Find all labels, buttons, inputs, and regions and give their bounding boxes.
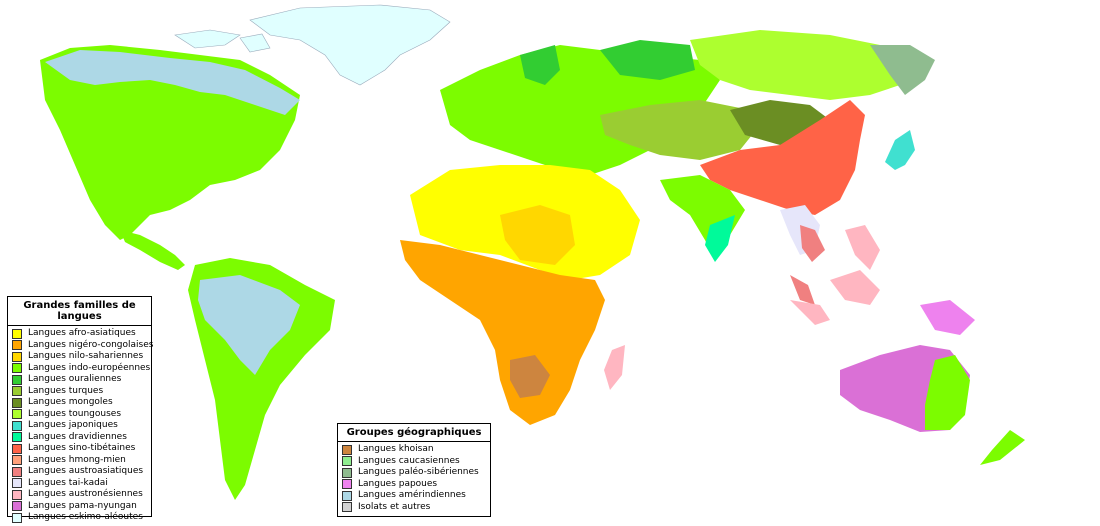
- region-austroasiatic: [790, 225, 825, 305]
- geographic-groups-legend: Groupes géographiques Langues khoisan La…: [337, 423, 491, 517]
- legend-label: Langues pama-nyungan: [28, 500, 137, 511]
- legend-item: Langues paléo-sibériennes: [342, 467, 490, 479]
- legend-swatch: [12, 466, 22, 477]
- legend-label: Langues amérindiennes: [358, 490, 466, 500]
- legend-label: Langues eskimo-aléoutes: [28, 512, 143, 522]
- legend-swatch: [12, 340, 22, 351]
- legend-swatch: [342, 502, 352, 513]
- legend-item: Langues amérindiennes: [342, 490, 490, 502]
- region-papuan: [920, 300, 975, 335]
- legend-swatch: [12, 351, 22, 362]
- legend-item: Isolats et autres: [342, 502, 490, 514]
- legend-item: Langues japoniques: [12, 420, 151, 432]
- legend-label: Langues dravidiennes: [28, 431, 127, 442]
- legend-title: Groupes géographiques: [338, 424, 490, 442]
- region-sub-saharan-africa: [400, 240, 605, 425]
- region-australia-east: [925, 355, 970, 430]
- region-khoisan: [510, 355, 550, 398]
- region-austronesian: [790, 225, 880, 325]
- legend-label: Langues paléo-sibériennes: [358, 467, 479, 477]
- legend-label: Isolats et autres: [358, 501, 431, 512]
- legend-item: Langues ouraliennes: [12, 374, 151, 386]
- legend-item: Langues caucasiennes: [342, 456, 490, 468]
- region-uralic: [520, 40, 695, 85]
- legend-item: Langues austronésiennes: [12, 489, 151, 501]
- legend-item: Langues mongoles: [12, 397, 151, 409]
- legend-item: Langues austroasiatiques: [12, 466, 151, 478]
- legend-item: Langues dravidiennes: [12, 432, 151, 444]
- legend-item: Langues papoues: [342, 479, 490, 491]
- legend-item: Langues nilo-sahariennes: [12, 351, 151, 363]
- legend-swatch: [342, 490, 352, 501]
- legend-swatch: [342, 479, 352, 490]
- legend-label: Langues nilo-sahariennes: [28, 351, 144, 361]
- region-dravidian: [705, 215, 735, 262]
- region-greenland: [249, 4, 451, 86]
- legend-item: Langues indo-européennes: [12, 363, 151, 375]
- region-northern-canada: [45, 50, 300, 115]
- legend-item: Langues khoisan: [342, 444, 490, 456]
- legend-swatch: [12, 397, 22, 408]
- legend-swatch: [12, 432, 22, 443]
- region-amazon: [198, 275, 300, 375]
- legend-swatch: [12, 489, 22, 500]
- legend-swatch: [342, 456, 352, 467]
- legend-label: Langues tai-kadai: [28, 477, 108, 488]
- region-china: [700, 100, 865, 215]
- legend-label: Langues indo-européennes: [28, 362, 151, 373]
- legend-swatch: [12, 328, 22, 339]
- legend-list: Langues afro-asiatiques Langues nigéro-c…: [8, 326, 154, 526]
- region-new-zealand: [980, 430, 1025, 465]
- region-siberia: [690, 30, 910, 100]
- legend-swatch: [12, 374, 22, 385]
- legend-label: Langues papoues: [358, 478, 438, 489]
- region-paleo-siberian: [870, 45, 935, 95]
- legend-label: Langues hmong-mien: [28, 454, 126, 465]
- legend-swatch: [12, 363, 22, 374]
- region-turkic: [600, 100, 760, 160]
- legend-list: Langues khoisan Langues caucasiennes Lan…: [338, 442, 490, 515]
- region-central-america: [120, 230, 185, 270]
- legend-swatch: [342, 444, 352, 455]
- legend-label: Langues austroasiatiques: [28, 466, 144, 476]
- legend-swatch: [12, 512, 22, 523]
- legend-swatch: [12, 443, 22, 454]
- legend-item: Langues pama-nyungan: [12, 501, 151, 513]
- region-madagascar: [604, 345, 625, 390]
- language-families-legend: Grandes familles de langues Langues afro…: [7, 296, 153, 523]
- legend-item: Langues tai-kadai: [12, 478, 151, 490]
- legend-label: Langues sino-tibétaines: [28, 443, 136, 453]
- legend-item: Langues afro-asiatiques: [12, 328, 151, 340]
- legend-label: Langues khoisan: [358, 444, 434, 454]
- legend-swatch: [12, 501, 22, 512]
- legend-label: Langues caucasiennes: [358, 455, 460, 466]
- legend-swatch: [12, 478, 22, 489]
- region-arctic-islands: [174, 29, 271, 53]
- legend-label: Langues mongoles: [28, 397, 113, 407]
- legend-label: Langues turques: [28, 385, 104, 396]
- legend-label: Langues ouraliennes: [28, 374, 122, 384]
- legend-swatch: [12, 420, 22, 431]
- legend-label: Langues afro-asiatiques: [28, 328, 136, 338]
- region-japan: [885, 130, 915, 170]
- legend-item: Langues toungouses: [12, 409, 151, 421]
- legend-swatch: [12, 386, 22, 397]
- legend-item: Langues turques: [12, 386, 151, 398]
- legend-item: Langues hmong-mien: [12, 455, 151, 467]
- legend-swatch: [12, 409, 22, 420]
- legend-label: Langues austronésiennes: [28, 489, 143, 499]
- region-nilo-saharan: [500, 205, 575, 265]
- legend-label: Langues nigéro-congolaises: [28, 339, 154, 350]
- legend-item: Langues nigéro-congolaises: [12, 339, 154, 352]
- legend-swatch: [342, 467, 352, 478]
- legend-label: Langues japoniques: [28, 420, 118, 430]
- legend-swatch: [12, 455, 22, 466]
- legend-title: Grandes familles de langues: [8, 297, 151, 326]
- legend-item: Langues sino-tibétaines: [12, 443, 151, 455]
- legend-label: Langues toungouses: [28, 408, 122, 419]
